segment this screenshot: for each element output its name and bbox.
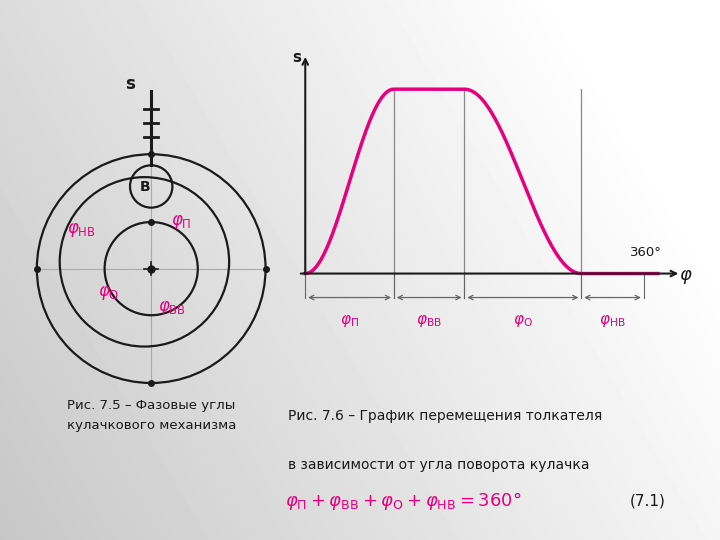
Text: в зависимости от угла поворота кулачка: в зависимости от угла поворота кулачка bbox=[288, 457, 590, 471]
Text: $\varphi_{\mathrm{О}}$: $\varphi_{\mathrm{О}}$ bbox=[513, 314, 533, 329]
Text: φ: φ bbox=[679, 266, 691, 285]
Text: $\varphi_{\mathrm{НВ}}$: $\varphi_{\mathrm{НВ}}$ bbox=[599, 314, 626, 329]
Text: Рис. 7.6 – График перемещения толкателя: Рис. 7.6 – График перемещения толкателя bbox=[288, 409, 602, 423]
Text: $\varphi_{\mathrm{П}}$: $\varphi_{\mathrm{П}}$ bbox=[171, 213, 191, 231]
Text: $\varphi_{\mathrm{НВ}}$: $\varphi_{\mathrm{НВ}}$ bbox=[67, 221, 96, 239]
Text: s: s bbox=[125, 75, 135, 93]
Text: Рис. 7.5 – Фазовые углы: Рис. 7.5 – Фазовые углы bbox=[67, 400, 235, 413]
Text: s: s bbox=[292, 50, 301, 65]
Text: B: B bbox=[140, 180, 150, 194]
Text: $\varphi_{\mathrm{П}} + \varphi_{\mathrm{ВВ}} + \varphi_{\mathrm{О}} + \varphi_{: $\varphi_{\mathrm{П}} + \varphi_{\mathrm… bbox=[284, 490, 521, 512]
Text: (7.1): (7.1) bbox=[629, 493, 665, 508]
Text: $\varphi_{\mathrm{ВВ}}$: $\varphi_{\mathrm{ВВ}}$ bbox=[158, 299, 186, 317]
Text: 360°: 360° bbox=[630, 246, 662, 259]
Text: $\varphi_{\mathrm{П}}$: $\varphi_{\mathrm{П}}$ bbox=[340, 314, 359, 329]
Text: $\varphi_{\mathrm{О}}$: $\varphi_{\mathrm{О}}$ bbox=[98, 284, 120, 302]
Text: $\varphi_{\mathrm{ВВ}}$: $\varphi_{\mathrm{ВВ}}$ bbox=[416, 314, 442, 329]
Text: кулачкового механизма: кулачкового механизма bbox=[66, 419, 236, 432]
